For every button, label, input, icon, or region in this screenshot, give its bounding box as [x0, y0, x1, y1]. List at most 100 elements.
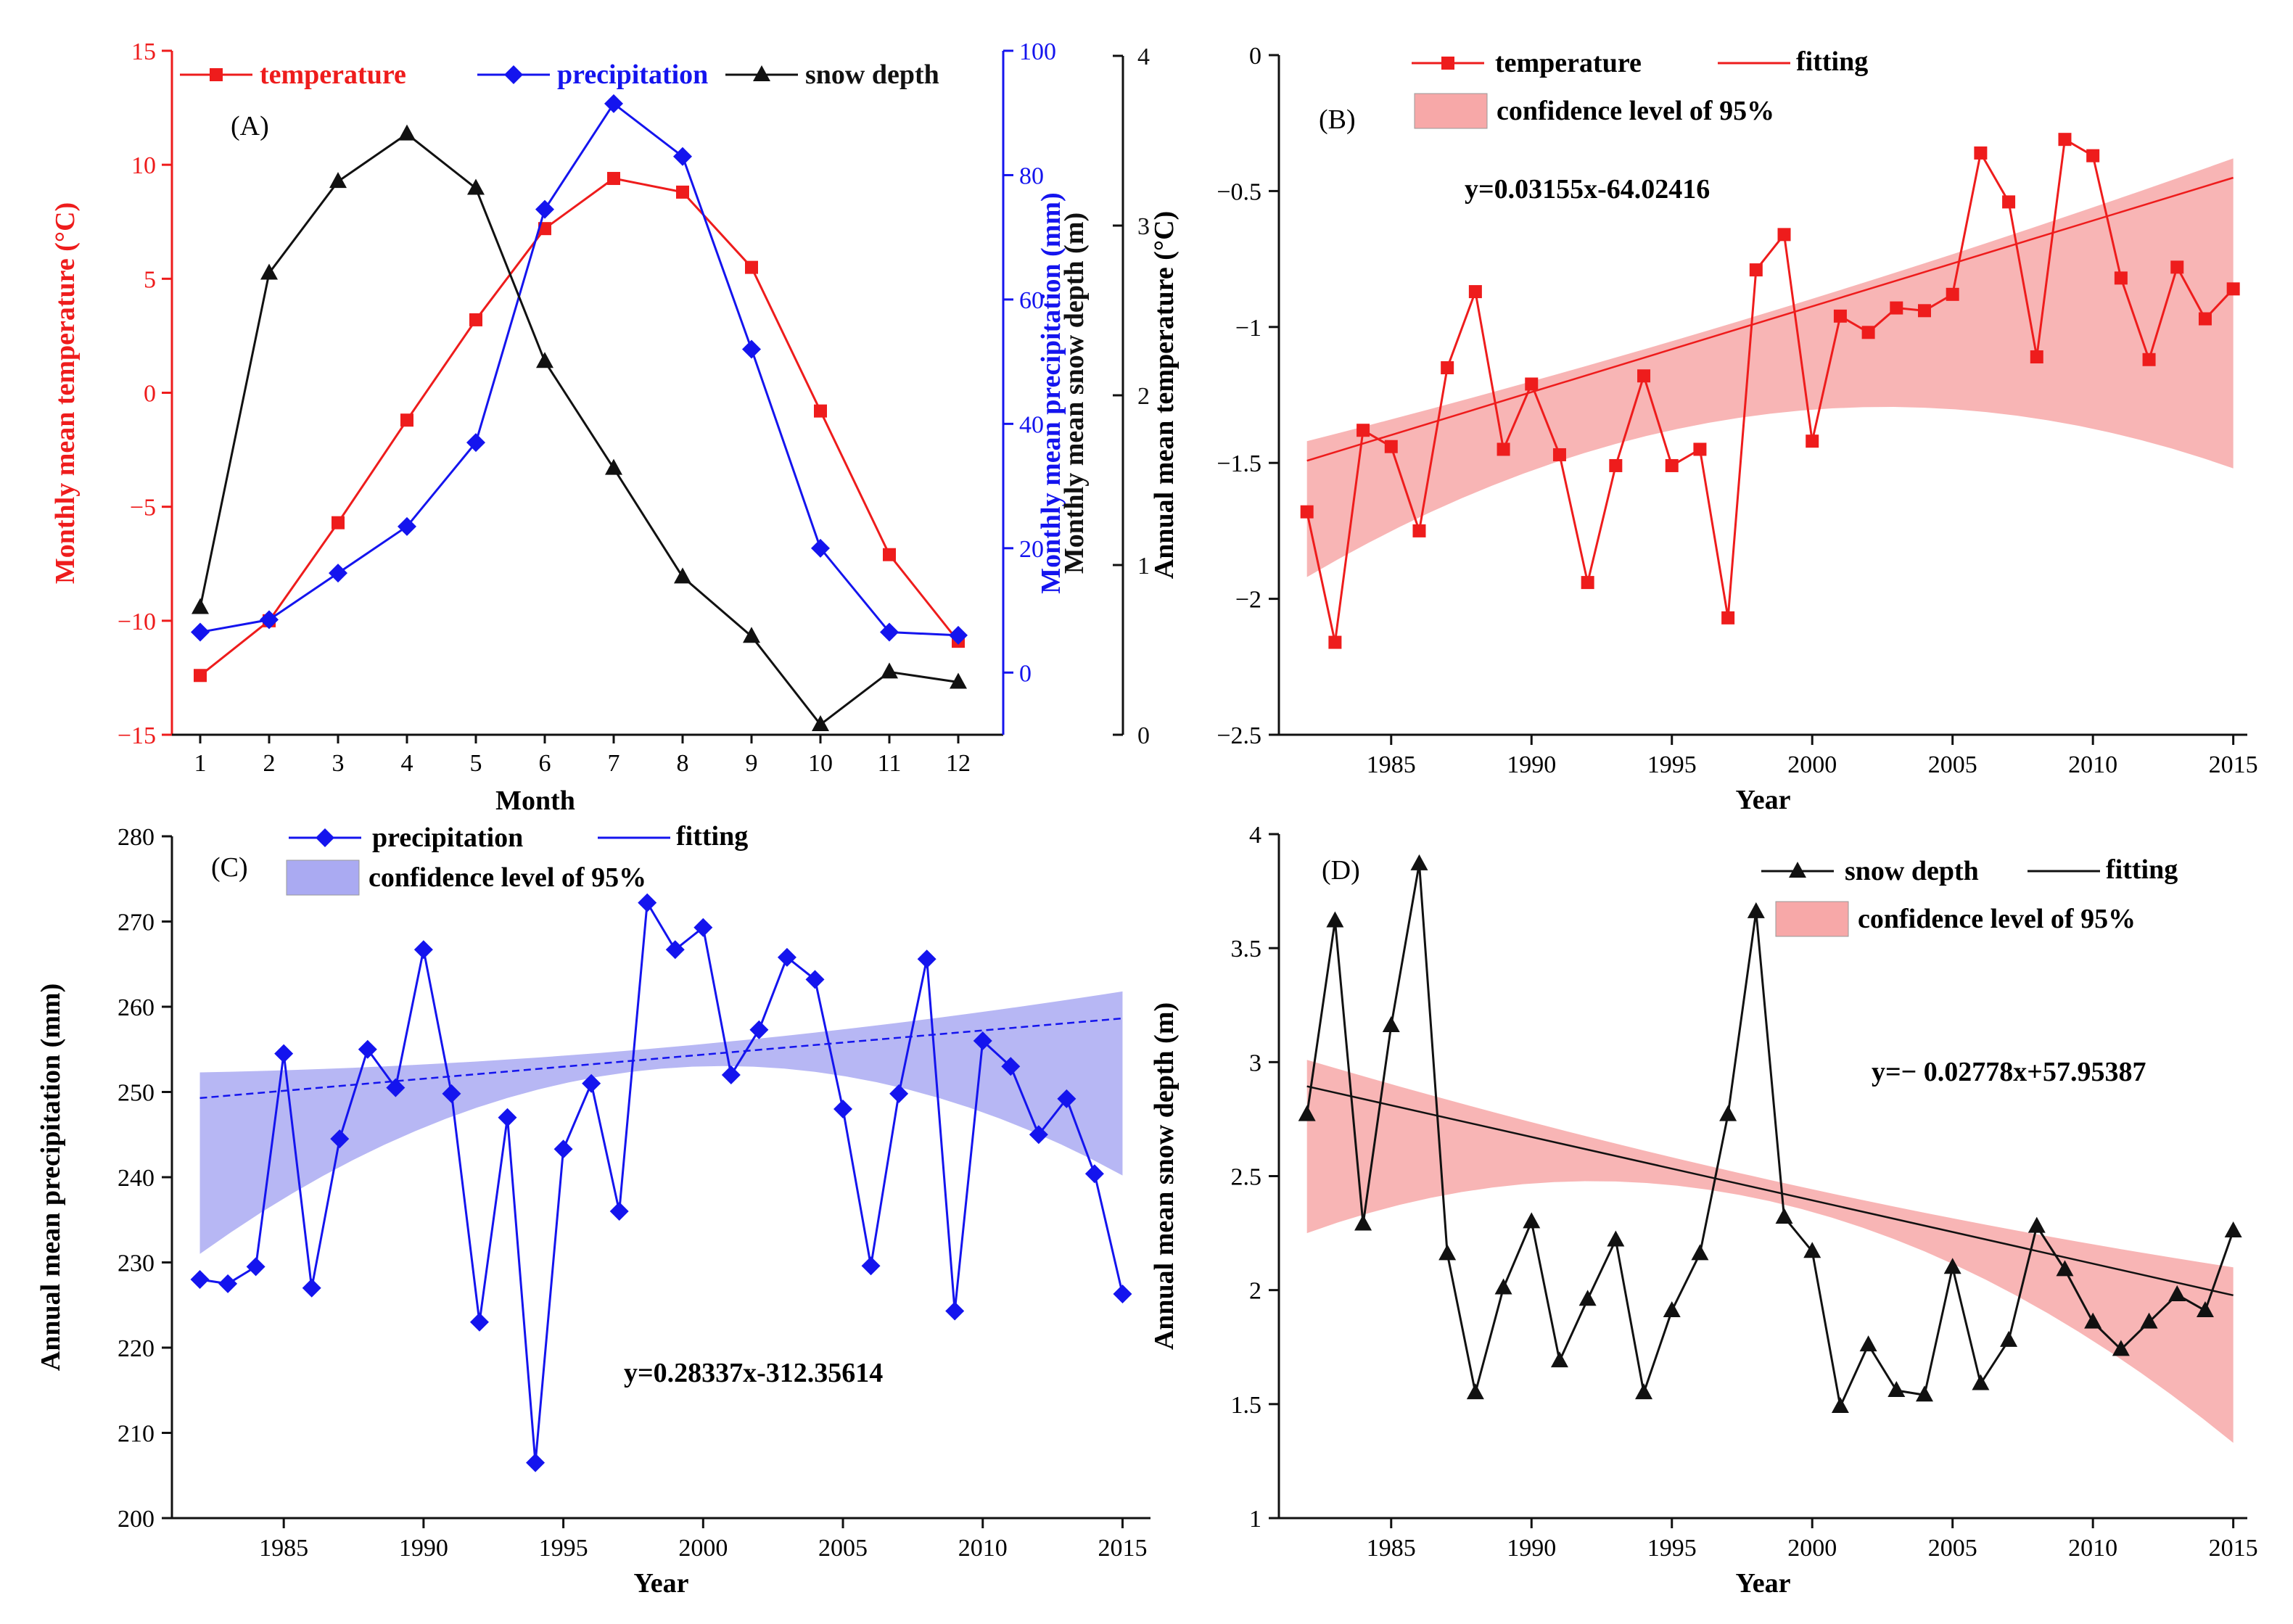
panel-b-annual-temperature: 0 −0.5 −1 −1.5 −2 −2.5 1985 1990 1995 2000 2005 201…	[1149, 43, 2258, 815]
data-point-snow-depth	[1578, 1290, 1597, 1306]
data-point-temperature	[2086, 149, 2100, 162]
x-tick-label-month: 8	[677, 750, 689, 777]
data-point-precipitation	[398, 516, 416, 536]
data-point-temperature	[1946, 287, 1959, 301]
data-point-snow-depth	[1410, 854, 1428, 870]
data-point-snow-depth	[1691, 1244, 1709, 1261]
y-tick-label-temp: 15	[131, 38, 156, 65]
y-tick-label: 220	[118, 1335, 155, 1362]
legend-label-fitting: fitting	[676, 821, 748, 852]
data-point-precipitation	[665, 940, 685, 960]
x-tick-label: 1995	[1647, 751, 1697, 778]
data-point-temperature	[400, 413, 413, 427]
data-point-snow-depth	[950, 672, 967, 689]
y-tick-label: 0	[1249, 43, 1261, 70]
data-point-temperature	[1833, 309, 1847, 323]
legend-marker-temperature	[210, 68, 223, 81]
legend-swatch-band	[1775, 901, 1849, 937]
panel-label: (B)	[1319, 104, 1356, 135]
data-point-precipitation	[721, 1066, 741, 1084]
data-point-temperature	[676, 185, 689, 199]
data-point-snow-depth	[1859, 1335, 1877, 1352]
legend-label-snow-depth: snow depth	[1845, 856, 1979, 886]
x-tick-label: 2015	[2209, 751, 2258, 778]
y-tick-label: 1	[1249, 1506, 1261, 1533]
x-tick-label: 1995	[1647, 1535, 1697, 1562]
data-point-temperature	[745, 260, 758, 274]
fitting-line	[1306, 176, 2234, 462]
data-point-temperature	[469, 313, 482, 326]
data-point-precipitation	[582, 1073, 601, 1093]
y-tick-label-snow: 4	[1137, 44, 1150, 70]
legend-label-temperature: temperature	[260, 59, 406, 90]
data-point-precipitation	[693, 918, 713, 937]
series-line-temperature	[1306, 137, 2234, 643]
data-point-precipitation	[274, 1044, 294, 1063]
data-point-snow-depth	[2112, 1340, 2130, 1356]
panel-label: (C)	[211, 852, 248, 883]
legend-swatch-band	[286, 860, 360, 896]
data-point-snow-depth	[2224, 1221, 2242, 1237]
data-point-precipitation	[442, 1084, 461, 1103]
x-tick-label: 2010	[2068, 1535, 2117, 1562]
data-point-precipitation	[742, 339, 761, 359]
data-point-snow-depth	[1803, 1242, 1821, 1258]
data-point-snow-depth	[881, 662, 898, 679]
data-point-snow-depth	[1916, 1385, 1933, 1402]
confidence-band	[199, 991, 1123, 1254]
data-point-snow-depth	[1607, 1230, 1625, 1247]
confidence-band	[1306, 158, 2234, 577]
data-point-temperature	[194, 669, 207, 683]
data-point-precipitation	[466, 433, 485, 453]
y-tick-label-temp: −15	[118, 722, 156, 749]
data-point-precipitation	[413, 940, 433, 960]
data-point-precipitation	[949, 625, 968, 645]
x-tick-label: 2000	[1787, 1535, 1837, 1562]
y-tick-label-snow: 0	[1137, 722, 1150, 749]
x-tick-label-month: 7	[608, 750, 620, 777]
x-tick-label-month: 11	[878, 750, 902, 777]
legend-marker-precipitation	[316, 828, 334, 847]
data-point-precipitation	[218, 1274, 238, 1293]
x-axis-title: Month	[495, 786, 575, 816]
data-point-precipitation	[609, 1202, 629, 1221]
data-point-precipitation	[880, 622, 899, 642]
data-point-snow-depth	[1943, 1258, 1961, 1274]
data-point-snow-depth	[1523, 1212, 1541, 1229]
y-tick-label-precip: 20	[1019, 536, 1044, 563]
data-point-temperature	[607, 172, 620, 186]
data-point-snow-depth	[605, 458, 622, 475]
data-point-snow-depth	[743, 627, 760, 643]
data-point-snow-depth	[2084, 1312, 2102, 1329]
data-point-temperature	[1497, 442, 1510, 456]
series-line-snow-depth	[1306, 863, 2235, 1410]
y-tick-label-temp: −10	[118, 609, 156, 635]
y-axis-title: Annual mean temperature (°C)	[1149, 211, 1180, 579]
panel-label: (A)	[231, 111, 269, 141]
data-point-snow-depth	[2140, 1312, 2158, 1329]
x-tick-label-month: 2	[263, 750, 276, 777]
data-point-temperature	[1328, 635, 1342, 649]
data-point-snow-depth	[1719, 1105, 1737, 1121]
data-point-precipitation	[358, 1039, 377, 1059]
data-point-precipitation	[246, 1257, 265, 1277]
fitting-line	[199, 1017, 1123, 1100]
data-point-precipitation	[1001, 1057, 1021, 1076]
y-tick-label: −1	[1235, 315, 1261, 342]
y-tick-label: −2.5	[1217, 722, 1261, 749]
y-tick-label: 230	[118, 1250, 155, 1277]
x-axis-title: Year	[1736, 785, 1791, 815]
data-point-snow-depth	[2196, 1301, 2214, 1317]
data-point-precipitation	[1029, 1125, 1048, 1145]
series-line-precipitation	[199, 102, 959, 637]
data-point-temperature	[538, 222, 551, 236]
data-point-snow-depth	[1747, 902, 1765, 918]
x-tick-label: 2005	[1928, 751, 1977, 778]
fit-equation: y=0.03155x-64.02416	[1465, 174, 1710, 205]
x-tick-label-month: 12	[946, 750, 971, 777]
data-point-precipitation	[329, 564, 347, 583]
data-point-snow-depth	[674, 567, 691, 584]
data-point-precipitation	[604, 94, 623, 113]
data-point-temperature	[1918, 304, 1931, 318]
